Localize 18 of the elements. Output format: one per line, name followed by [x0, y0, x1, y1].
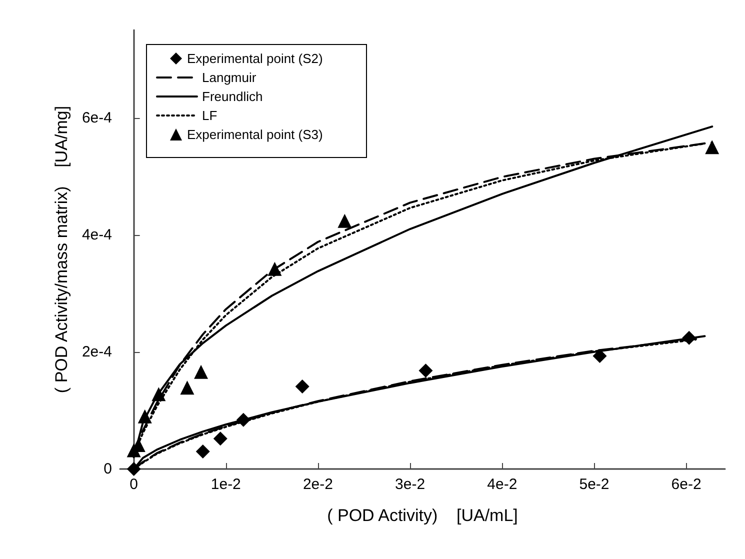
legend-label: Experimental point (S2): [187, 51, 323, 66]
legend-label: Experimental point (S3): [187, 127, 323, 142]
legend-label: Langmuir: [202, 70, 257, 85]
y-tick-label: 4e-4: [82, 226, 112, 244]
x-tick-label: 1e-2: [210, 476, 241, 493]
y-axis-title: ( POD Activity/mass matrix) [UA/mg]: [52, 106, 71, 394]
legend-label: Freundlich: [202, 89, 263, 104]
x-tick-label: 4e-2: [487, 476, 518, 493]
x-tick-label: 3e-2: [395, 476, 426, 493]
legend-label: LF: [202, 108, 218, 123]
y-tick-label: 2e-4: [82, 343, 112, 360]
x-tick-label: 5e-2: [579, 476, 610, 493]
x-axis-title: ( POD Activity) [UA/mL]: [327, 506, 518, 525]
x-tick-label: 2e-2: [302, 476, 333, 493]
x-tick-label: 6e-2: [671, 476, 702, 493]
y-tick-label: 6e-4: [82, 109, 112, 126]
y-tick-label: 0: [104, 460, 112, 478]
x-tick-label: 0: [130, 476, 138, 493]
